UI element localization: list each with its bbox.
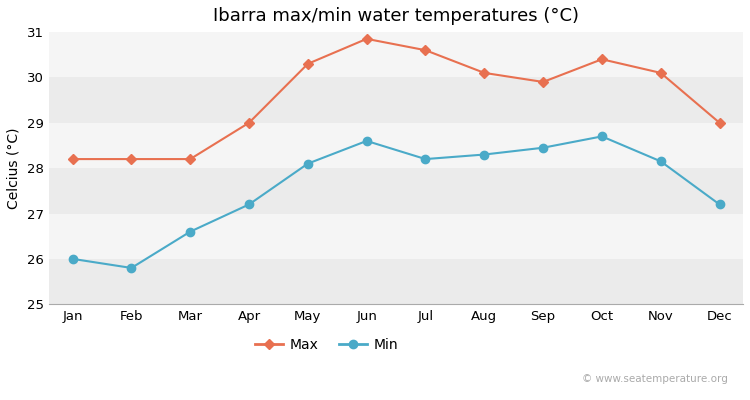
Bar bbox=[49, 259, 743, 304]
Bar bbox=[49, 78, 743, 123]
Bar bbox=[49, 123, 743, 168]
Title: Ibarra max/min water temperatures (°C): Ibarra max/min water temperatures (°C) bbox=[213, 7, 579, 25]
Bar bbox=[49, 168, 743, 214]
Legend: Max, Min: Max, Min bbox=[249, 332, 404, 357]
Bar bbox=[49, 214, 743, 259]
Bar bbox=[49, 32, 743, 78]
Y-axis label: Celcius (°C): Celcius (°C) bbox=[7, 127, 21, 209]
Text: © www.seatemperature.org: © www.seatemperature.org bbox=[582, 374, 728, 384]
